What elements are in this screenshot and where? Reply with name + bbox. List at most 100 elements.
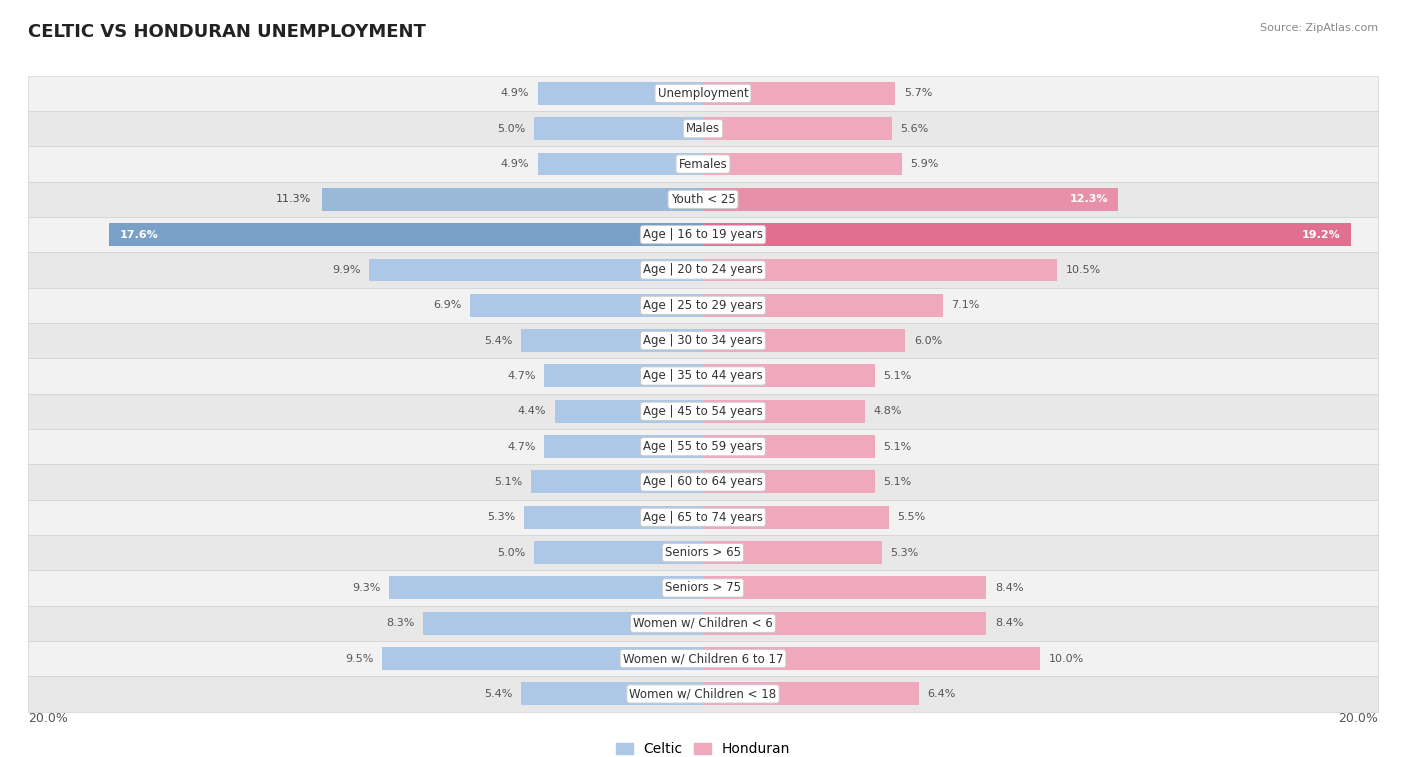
Bar xyxy=(703,612,987,634)
Text: 20.0%: 20.0% xyxy=(28,712,67,725)
Bar xyxy=(703,577,987,600)
Text: Age | 30 to 34 years: Age | 30 to 34 years xyxy=(643,334,763,347)
Text: 11.3%: 11.3% xyxy=(277,195,312,204)
Bar xyxy=(534,541,703,564)
Text: 5.4%: 5.4% xyxy=(484,689,512,699)
Bar xyxy=(28,217,1378,252)
Bar xyxy=(703,117,891,140)
Bar xyxy=(28,429,1378,464)
Text: 6.4%: 6.4% xyxy=(928,689,956,699)
Text: Source: ZipAtlas.com: Source: ZipAtlas.com xyxy=(1260,23,1378,33)
Bar xyxy=(28,676,1378,712)
Text: 19.2%: 19.2% xyxy=(1302,229,1341,240)
Bar xyxy=(703,294,942,316)
Text: 5.1%: 5.1% xyxy=(495,477,523,487)
Text: 5.7%: 5.7% xyxy=(904,89,932,98)
Text: 8.3%: 8.3% xyxy=(387,618,415,628)
Text: Seniors > 65: Seniors > 65 xyxy=(665,546,741,559)
Bar xyxy=(524,506,703,528)
Text: 8.4%: 8.4% xyxy=(995,618,1024,628)
Bar xyxy=(28,252,1378,288)
Bar xyxy=(703,82,896,104)
Bar xyxy=(554,400,703,422)
Text: Youth < 25: Youth < 25 xyxy=(671,193,735,206)
Bar xyxy=(520,683,703,706)
Text: 5.1%: 5.1% xyxy=(883,477,911,487)
Bar xyxy=(703,152,903,176)
Text: 17.6%: 17.6% xyxy=(120,229,157,240)
Bar xyxy=(537,152,703,176)
Text: Females: Females xyxy=(679,157,727,170)
Bar xyxy=(28,358,1378,394)
Text: 5.9%: 5.9% xyxy=(911,159,939,169)
Bar xyxy=(28,76,1378,111)
Text: 4.7%: 4.7% xyxy=(508,371,536,381)
Bar xyxy=(28,288,1378,323)
Text: 10.0%: 10.0% xyxy=(1049,653,1084,664)
Text: Age | 35 to 44 years: Age | 35 to 44 years xyxy=(643,369,763,382)
Text: 5.3%: 5.3% xyxy=(890,547,918,558)
Text: Women w/ Children < 6: Women w/ Children < 6 xyxy=(633,617,773,630)
Bar xyxy=(28,394,1378,429)
Bar xyxy=(544,365,703,388)
Text: 5.4%: 5.4% xyxy=(484,335,512,346)
Text: Age | 25 to 29 years: Age | 25 to 29 years xyxy=(643,299,763,312)
Text: 6.9%: 6.9% xyxy=(433,301,461,310)
Text: 5.0%: 5.0% xyxy=(498,123,526,134)
Bar xyxy=(28,535,1378,570)
Text: 9.5%: 9.5% xyxy=(346,653,374,664)
Text: 4.8%: 4.8% xyxy=(873,407,901,416)
Bar xyxy=(28,606,1378,641)
Text: Unemployment: Unemployment xyxy=(658,87,748,100)
Text: 5.6%: 5.6% xyxy=(900,123,928,134)
Text: 5.1%: 5.1% xyxy=(883,371,911,381)
Legend: Celtic, Honduran: Celtic, Honduran xyxy=(610,737,796,757)
Text: 7.1%: 7.1% xyxy=(950,301,980,310)
Bar xyxy=(28,500,1378,535)
Bar xyxy=(28,146,1378,182)
Bar xyxy=(531,470,703,494)
Bar xyxy=(544,435,703,458)
Text: 5.5%: 5.5% xyxy=(897,512,925,522)
Text: 10.5%: 10.5% xyxy=(1066,265,1101,275)
Bar xyxy=(28,641,1378,676)
Bar xyxy=(537,82,703,104)
Text: CELTIC VS HONDURAN UNEMPLOYMENT: CELTIC VS HONDURAN UNEMPLOYMENT xyxy=(28,23,426,41)
Text: Males: Males xyxy=(686,122,720,136)
Text: 12.3%: 12.3% xyxy=(1070,195,1108,204)
Text: 8.4%: 8.4% xyxy=(995,583,1024,593)
Bar xyxy=(534,117,703,140)
Bar xyxy=(520,329,703,352)
Text: 9.9%: 9.9% xyxy=(332,265,360,275)
Text: Age | 16 to 19 years: Age | 16 to 19 years xyxy=(643,228,763,241)
Bar xyxy=(703,223,1351,246)
Text: Seniors > 75: Seniors > 75 xyxy=(665,581,741,594)
Text: Age | 45 to 54 years: Age | 45 to 54 years xyxy=(643,405,763,418)
Bar xyxy=(703,365,875,388)
Text: 4.9%: 4.9% xyxy=(501,159,529,169)
Text: Age | 60 to 64 years: Age | 60 to 64 years xyxy=(643,475,763,488)
Bar xyxy=(28,182,1378,217)
Bar xyxy=(110,223,703,246)
Bar xyxy=(703,435,875,458)
Bar xyxy=(423,612,703,634)
Bar xyxy=(322,188,703,210)
Bar xyxy=(28,464,1378,500)
Text: Women w/ Children 6 to 17: Women w/ Children 6 to 17 xyxy=(623,652,783,665)
Bar xyxy=(703,188,1118,210)
Text: 9.3%: 9.3% xyxy=(353,583,381,593)
Text: Age | 65 to 74 years: Age | 65 to 74 years xyxy=(643,511,763,524)
Bar xyxy=(703,683,920,706)
Text: Age | 20 to 24 years: Age | 20 to 24 years xyxy=(643,263,763,276)
Text: 5.3%: 5.3% xyxy=(488,512,516,522)
Bar xyxy=(389,577,703,600)
Text: Age | 55 to 59 years: Age | 55 to 59 years xyxy=(643,440,763,453)
Text: 5.0%: 5.0% xyxy=(498,547,526,558)
Bar xyxy=(368,258,703,282)
Bar xyxy=(703,541,882,564)
Bar xyxy=(703,329,905,352)
Text: 20.0%: 20.0% xyxy=(1339,712,1378,725)
Bar xyxy=(703,258,1057,282)
Bar xyxy=(703,647,1040,670)
Text: 5.1%: 5.1% xyxy=(883,441,911,452)
